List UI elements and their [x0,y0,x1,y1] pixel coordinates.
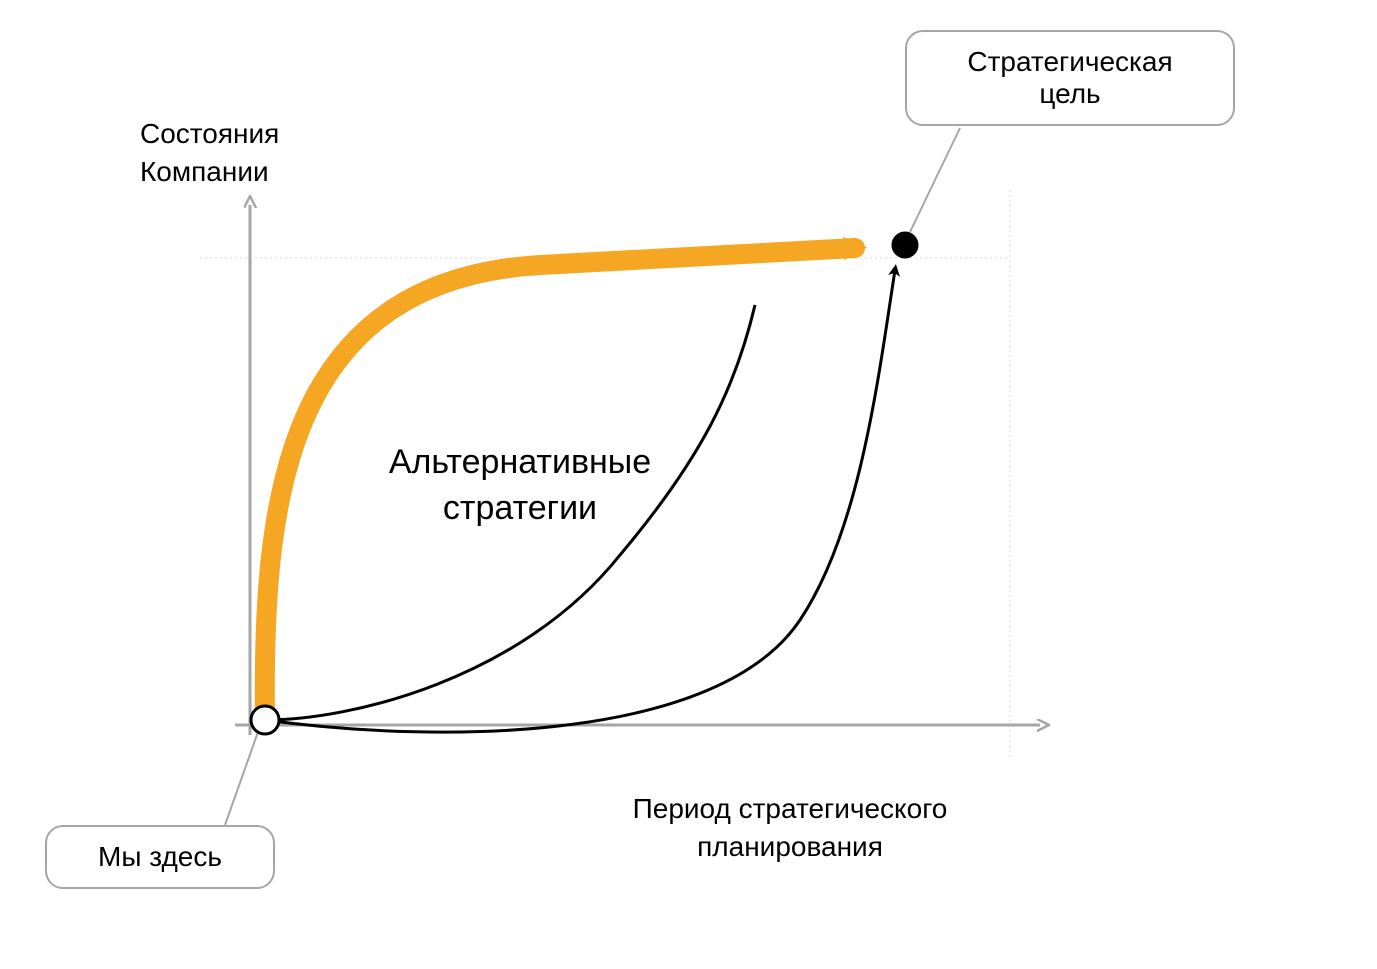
callout-goal-pointer [910,128,960,232]
x-axis-label-line1: Период стратегического [633,793,948,824]
y-axis-label-line2: Компании [140,156,269,187]
x-axis-label-line2: планирования [697,831,883,862]
callout-we-here-pointer [225,732,258,825]
start-point [251,706,279,734]
center-label-line1: Альтернативные [389,443,651,481]
callout-goal-line1: Стратегическая [967,46,1172,77]
x-axis-label: Период стратегического планирования [540,790,1040,866]
strategy-diagram: Состояния Компании Период стратегическог… [0,0,1377,969]
goal-point [892,232,918,258]
callout-we-here: Мы здесь [45,825,275,889]
callout-goal: Стратегическая цель [905,30,1235,126]
callout-we-here-text: Мы здесь [98,841,222,872]
callout-goal-line2: цель [1039,78,1100,109]
center-label-line2: стратегии [443,489,597,527]
y-axis-label: Состояния Компании [140,115,279,191]
y-axis-label-line1: Состояния [140,118,279,149]
center-label: Альтернативные стратегии [335,440,705,532]
